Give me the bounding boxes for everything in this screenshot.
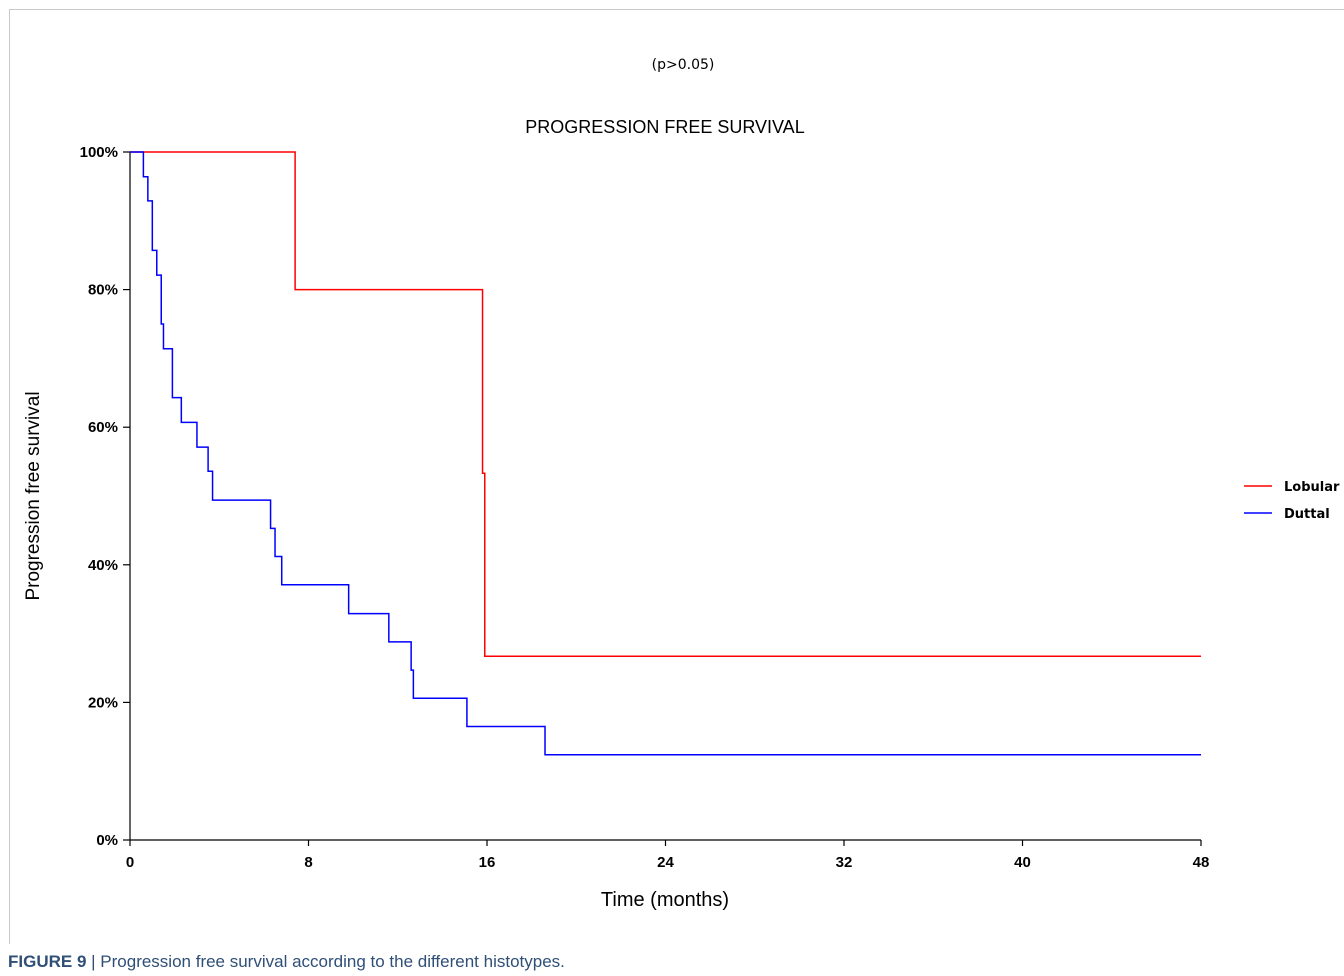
x-tick-label: 24 <box>657 854 674 871</box>
y-tick-label: 80% <box>88 282 118 299</box>
series-line-duttal <box>130 151 1201 756</box>
legend-label-duttal: Duttal <box>1284 507 1330 522</box>
x-tick-label: 32 <box>836 854 853 871</box>
series-line-lobular <box>130 151 1201 658</box>
x-tick-label: 16 <box>479 854 496 871</box>
x-axis-label: Time (months) <box>601 889 729 911</box>
x-tick-label: 40 <box>1014 854 1031 871</box>
y-tick-label: 20% <box>88 694 118 711</box>
caption-text: Progression free survival according to t… <box>100 952 565 971</box>
survival-chart: (p>0.05) PROGRESSION FREE SURVIVAL 0 8 16 24 3… <box>23 57 1340 911</box>
y-axis-label: Progression free survival <box>23 391 44 600</box>
x-tick-label: 48 <box>1193 854 1210 871</box>
pvalue-annotation: (p>0.05) <box>652 57 715 73</box>
figure-caption: FIGURE 9 | Progression free survival acc… <box>8 952 565 972</box>
caption-separator: | <box>86 952 101 971</box>
y-tick-label: 60% <box>88 419 118 436</box>
x-tick-label: 8 <box>304 854 312 871</box>
figure-frame <box>9 9 1344 944</box>
caption-label: FIGURE 9 <box>8 952 87 971</box>
y-tick-label: 0% <box>96 832 118 849</box>
y-tick-label: 100% <box>80 144 118 161</box>
legend-label-lobular: Lobular <box>1284 480 1340 495</box>
chart-title: PROGRESSION FREE SURVIVAL <box>525 117 804 137</box>
x-tick-label: 0 <box>126 854 134 871</box>
y-tick-label: 40% <box>88 557 118 574</box>
